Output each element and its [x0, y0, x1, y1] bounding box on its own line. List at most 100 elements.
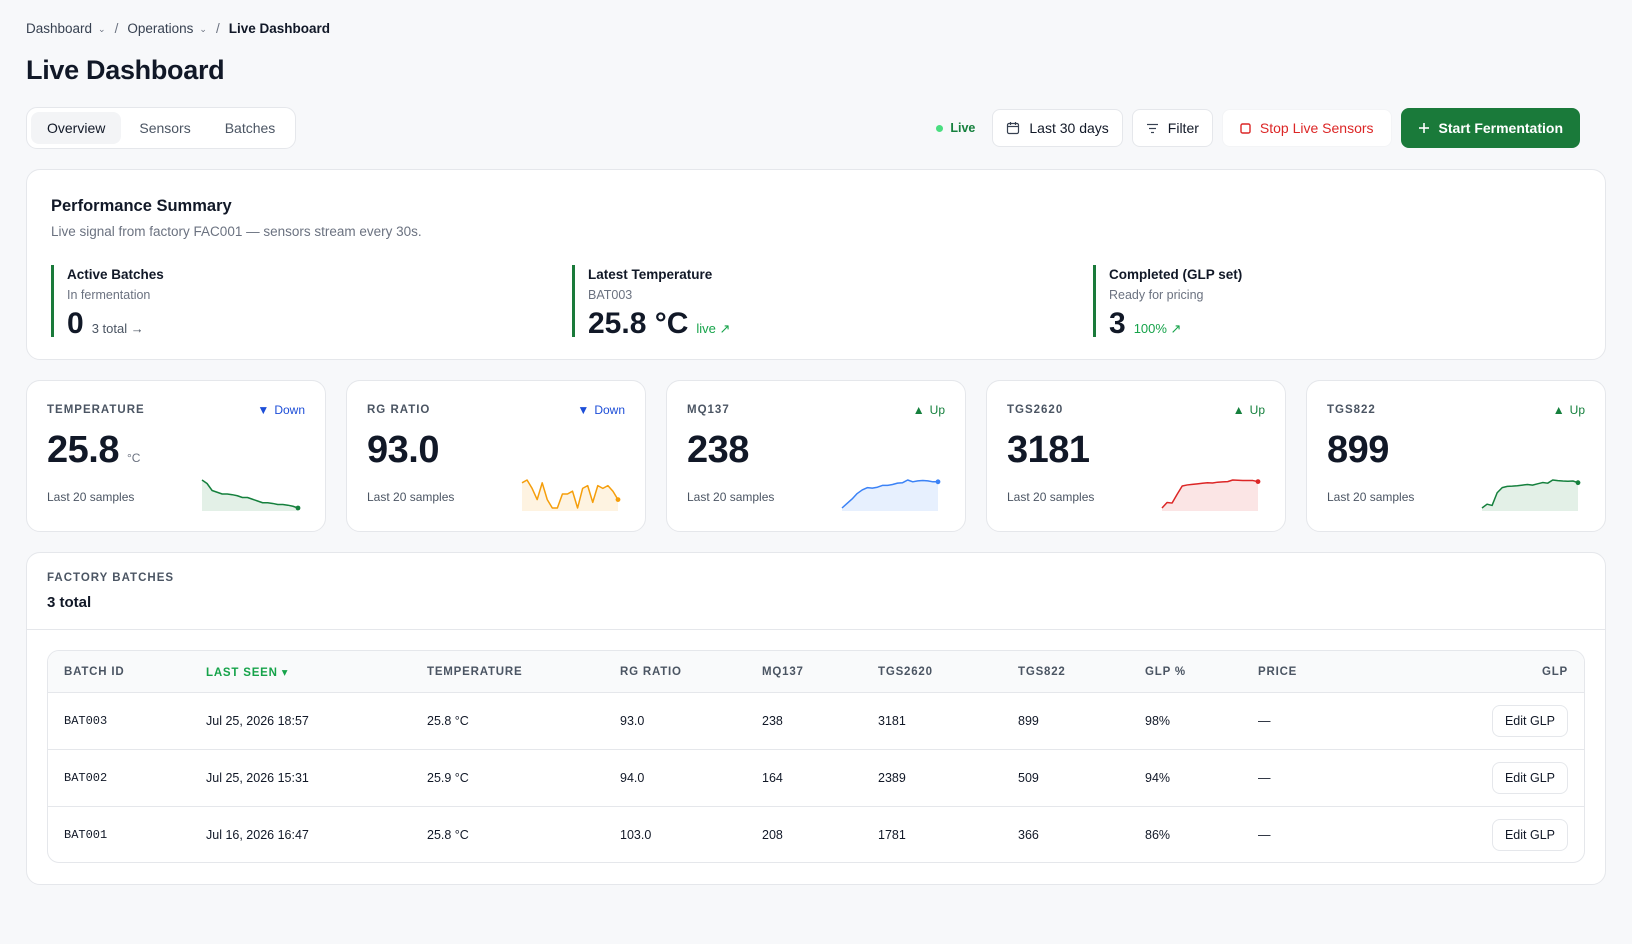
metric-total-link[interactable]: 3 total → [91, 321, 144, 336]
triangle-down-icon: ▼ [577, 403, 590, 417]
cell-last-seen: Jul 25, 2026 15:31 [206, 771, 309, 785]
metric-completed: Completed (GLP set) Ready for pricing 3 … [1093, 265, 1573, 340]
tab-batches[interactable]: Batches [224, 120, 276, 136]
sparkline-area [202, 480, 298, 511]
breadcrumb-label: Live Dashboard [228, 21, 330, 36]
stop-icon [1240, 122, 1251, 134]
sparkline-area [1162, 480, 1258, 511]
table-row[interactable]: BAT003 Jul 25, 2026 18:57 25.8 °C 93.0 2… [48, 692, 1584, 749]
sensor-label: TGS2620 [1007, 404, 1064, 416]
live-dot-icon [936, 124, 944, 132]
breadcrumb: Dashboard ⌄ / Operations ⌄ / Live Dashbo… [26, 21, 330, 36]
sparkline-line [841, 479, 938, 509]
sparkline [521, 479, 621, 511]
cell-tgs2620: 3181 [878, 714, 906, 728]
sparkline-last-point [615, 497, 621, 502]
view-tabs: Overview Sensors Batches [26, 107, 297, 149]
sparkline-last-point [295, 505, 301, 511]
cell-batch-id: BAT001 [64, 828, 108, 842]
metric-title: Latest Temperature [588, 267, 713, 282]
cell-tgs2620: 2389 [878, 771, 906, 785]
metric-title: Completed (GLP set) [1109, 267, 1243, 282]
table-row[interactable]: BAT001 Jul 16, 2026 16:47 25.8 °C 103.0 … [48, 806, 1584, 862]
cell-temperature: 25.8 °C [427, 828, 469, 842]
batch-count: 3 total [47, 594, 92, 611]
sparkline-area [522, 480, 618, 511]
col-glp-percent[interactable]: GLP % [1145, 665, 1186, 678]
tab-sensors[interactable]: Sensors [139, 120, 191, 136]
cell-temperature: 25.8 °C [427, 714, 469, 728]
live-label: Live [950, 121, 976, 135]
cell-batch-id: BAT003 [64, 714, 108, 728]
trend-label: Up [1569, 403, 1585, 417]
col-price[interactable]: PRICE [1258, 665, 1298, 678]
trend-label: Up [1249, 403, 1265, 417]
col-rg-ratio[interactable]: RG RATIO [620, 665, 682, 678]
metric-subtitle: Ready for pricing [1109, 288, 1204, 302]
trend-label: Down [274, 403, 305, 417]
table-row[interactable]: BAT002 Jul 25, 2026 15:31 25.9 °C 94.0 1… [48, 749, 1584, 806]
page-title: Live Dashboard [26, 55, 225, 85]
sparkline-last-point [935, 479, 941, 485]
triangle-up-icon: ▲ [1552, 403, 1565, 417]
metric-subtitle: In fermentation [67, 288, 151, 302]
start-fermentation-button[interactable]: Start Fermentation [1400, 108, 1580, 148]
plus-icon [1418, 122, 1430, 134]
col-tgs2620[interactable]: TGS2620 [878, 665, 933, 678]
date-range-button[interactable]: Last 30 days [992, 109, 1123, 147]
col-tgs822[interactable]: TGS822 [1018, 665, 1066, 678]
trend-label: Down [594, 403, 625, 417]
filter-icon [1146, 123, 1159, 134]
col-mq137[interactable]: MQ137 [762, 665, 804, 678]
sensor-value: 238 [687, 429, 749, 471]
sparkline-line [201, 479, 299, 509]
sensor-footer: Last 20 samples [47, 490, 135, 504]
sparkline [1161, 479, 1261, 511]
edit-glp-button[interactable]: Edit GLP [1491, 762, 1568, 794]
sensor-value: 25.8 [47, 429, 119, 471]
edit-glp-button[interactable]: Edit GLP [1491, 819, 1568, 851]
edit-glp-button[interactable]: Edit GLP [1491, 705, 1568, 737]
col-last-seen[interactable]: LAST SEEN ▾ [206, 666, 289, 679]
calendar-icon [1006, 121, 1020, 135]
factory-batches-card: FACTORY BATCHES 3 total BATCH ID LAST SE… [26, 552, 1606, 885]
col-batch-id[interactable]: BATCH ID [64, 665, 125, 678]
cell-temperature: 25.9 °C [427, 771, 469, 785]
col-temperature[interactable]: TEMPERATURE [427, 665, 523, 678]
metric-active-batches: Active Batches In fermentation 0 3 total… [51, 265, 531, 340]
sparkline-line [1481, 479, 1579, 509]
tab-overview[interactable]: Overview [31, 112, 122, 144]
cell-last-seen: Jul 16, 2026 16:47 [206, 828, 309, 842]
breadcrumb-label: Dashboard [26, 21, 93, 36]
filter-label: Filter [1167, 120, 1199, 136]
chevron-down-icon: ⌄ [199, 24, 207, 34]
date-range-label: Last 30 days [1029, 120, 1109, 136]
trend-badge: ▲ Up [1233, 403, 1265, 417]
sparkline [201, 479, 301, 511]
live-indicator: Live [936, 121, 975, 135]
sparkline-last-point [1575, 480, 1581, 486]
sensor-value: 93.0 [367, 429, 439, 471]
chevron-down-icon: ⌄ [98, 24, 106, 34]
breadcrumb-dashboard[interactable]: Dashboard ⌄ [26, 21, 106, 36]
sparkline-line [521, 479, 619, 509]
sensor-footer: Last 20 samples [1327, 490, 1415, 504]
cell-rg-ratio: 93.0 [620, 714, 645, 728]
filter-button[interactable]: Filter [1131, 109, 1213, 147]
breadcrumb-operations[interactable]: Operations ⌄ [127, 21, 207, 36]
performance-title: Performance Summary [51, 197, 232, 215]
cell-tgs2620: 1781 [878, 828, 906, 842]
cell-price: — [1258, 828, 1271, 842]
cell-mq137: 238 [762, 714, 783, 728]
performance-subtitle: Live signal from factory FAC001 — sensor… [51, 224, 422, 239]
divider [27, 629, 1605, 630]
sensor-value: 899 [1327, 429, 1389, 471]
stop-live-sensors-button[interactable]: Stop Live Sensors [1221, 109, 1392, 147]
sensor-label: MQ137 [687, 404, 730, 416]
cell-rg-ratio: 94.0 [620, 771, 645, 785]
metric-percent-note: 100% ↗ [1133, 321, 1182, 336]
metric-latest-temperature: Latest Temperature BAT003 25.8 °C live ↗ [572, 265, 1052, 340]
metric-value: 25.8 °C [588, 307, 689, 340]
sensor-value: 3181 [1007, 429, 1090, 471]
sensor-card-temperature: TEMPERATURE ▼ Down 25.8 °C Last 20 samples [26, 380, 326, 532]
